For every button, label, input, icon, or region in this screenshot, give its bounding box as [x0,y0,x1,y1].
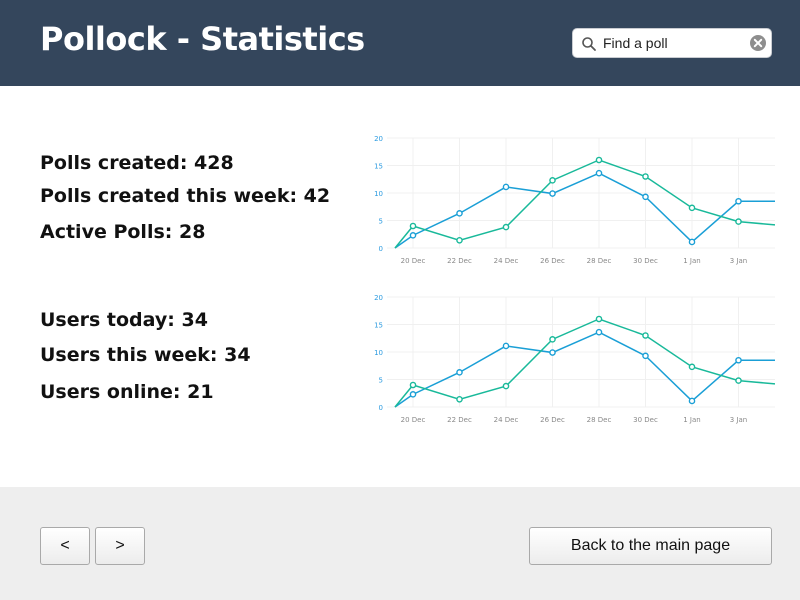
y-tick-label: 15 [374,163,383,171]
x-tick-label: 24 Dec [494,416,519,424]
y-tick-label: 0 [379,245,383,253]
y-tick-label: 0 [379,404,383,412]
search-box[interactable] [572,28,772,58]
data-point [595,156,603,164]
data-point [549,349,556,356]
x-tick-label: 1 Jan [683,257,700,265]
data-point [642,332,649,339]
data-point [502,223,510,231]
y-tick-label: 5 [379,218,383,226]
data-point [456,369,463,376]
x-tick-label: 24 Dec [494,257,519,265]
data-point [735,218,742,225]
footer-bar: < > Back to the main page [0,487,800,600]
data-point [409,222,417,230]
x-tick-label: 28 Dec [587,257,612,265]
x-tick-label: 3 Jan [730,257,747,265]
data-point [456,210,463,217]
next-button[interactable]: > [95,527,145,565]
data-point [502,382,510,390]
y-tick-label: 10 [374,190,383,198]
x-tick-label: 3 Jan [730,416,747,424]
data-point [409,232,417,239]
data-point [409,381,417,389]
data-point [735,197,742,205]
x-tick-label: 20 Dec [401,257,426,265]
data-point [688,238,696,246]
previous-button[interactable]: < [40,527,90,565]
x-tick-label: 1 Jan [683,416,700,424]
data-point [502,342,510,350]
clear-search-icon[interactable] [749,34,767,52]
search-icon [582,37,596,51]
data-point [642,352,649,360]
series-line-0 [394,331,775,408]
x-tick-label: 30 Dec [633,257,658,265]
polls-this-week-stat: Polls created this week: 42 [40,185,331,207]
x-tick-label: 30 Dec [633,416,658,424]
data-point [688,204,696,212]
x-tick-label: 26 Dec [540,416,565,424]
data-point [735,377,742,384]
y-tick-label: 10 [374,349,383,357]
data-point [688,397,696,405]
data-point [502,183,510,191]
y-tick-label: 20 [374,135,383,143]
data-point [642,173,649,180]
search-input[interactable] [603,33,743,53]
app-header: Pollock - Statistics [0,0,800,86]
data-point [595,315,603,323]
series-line-1 [394,159,775,249]
polls-line-chart: 0 5 10 15 20 20 Dec 22 Dec 24 Dec 26 Dec 28 Dec 30… [374,135,775,265]
data-point [456,396,463,403]
y-tick-label: 20 [374,294,383,302]
data-point [456,237,463,244]
y-tick-label: 5 [379,377,383,385]
series-line-1 [394,318,775,408]
users-online-stat: Users online: 21 [40,381,214,403]
data-point [735,356,742,364]
data-point [688,363,696,371]
users-line-chart: 0 5 10 15 20 20 Dec 22 Dec 24 Dec 26 Dec 28 Dec 30… [374,294,775,424]
data-point [595,328,603,336]
data-point [549,336,556,343]
x-tick-label: 22 Dec [447,416,472,424]
x-tick-label: 22 Dec [447,257,472,265]
back-to-main-button[interactable]: Back to the main page [529,527,772,565]
x-tick-label: 20 Dec [401,416,426,424]
polls-created-stat: Polls created: 428 [40,152,234,174]
x-tick-label: 26 Dec [540,257,565,265]
data-point [549,177,556,184]
data-point [642,193,649,201]
y-tick-label: 15 [374,322,383,330]
x-tick-label: 28 Dec [587,416,612,424]
data-point [409,391,417,398]
users-today-stat: Users today: 34 [40,309,208,331]
page-title: Pollock - Statistics [40,20,365,58]
active-polls-stat: Active Polls: 28 [40,221,206,243]
data-point [549,190,556,197]
series-line-0 [394,172,775,249]
users-this-week-stat: Users this week: 34 [40,344,251,366]
data-point [595,169,603,177]
